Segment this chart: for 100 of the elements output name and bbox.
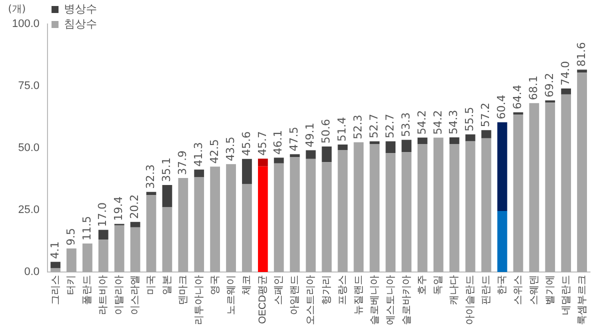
bar — [258, 158, 268, 166]
x-tick-label: 독일 — [433, 275, 444, 295]
bar — [497, 122, 508, 211]
x-tick-label: 헝가리 — [321, 275, 332, 305]
x-tick-label: 룩셈부르크 — [576, 275, 588, 325]
bar — [50, 268, 60, 272]
total-label: 54.2 — [415, 110, 428, 135]
bar — [513, 114, 524, 272]
total-label: 53.3 — [399, 112, 412, 137]
total-label: 68.1 — [527, 76, 540, 100]
bar — [386, 141, 396, 154]
total-label: 74.0 — [558, 60, 572, 86]
total-label: 46.1 — [272, 130, 285, 155]
x-tick-label: 오스트리아 — [306, 275, 317, 325]
total-label: 60.4 — [495, 94, 508, 120]
total-label: 54.3 — [447, 110, 460, 134]
bar — [130, 227, 140, 272]
x-tick-label: 슬로베니아 — [369, 275, 380, 325]
total-label: 50.6 — [320, 119, 333, 144]
bar — [322, 162, 332, 272]
bar — [561, 88, 572, 94]
bar — [290, 157, 300, 272]
bar — [545, 102, 556, 272]
total-label: 64.4 — [511, 84, 524, 110]
total-label: 81.6 — [574, 42, 588, 67]
x-tick-label: 네덜란드 — [560, 275, 572, 315]
total-label: 35.1 — [160, 157, 174, 182]
total-label: 19.4 — [112, 196, 126, 221]
total-label: 69.2 — [542, 72, 556, 98]
bar — [449, 137, 460, 144]
x-tick-label: 스위스 — [512, 275, 524, 305]
bar — [449, 144, 460, 272]
bar — [274, 158, 284, 164]
total-label: 45.7 — [256, 131, 269, 156]
total-label: 9.5 — [64, 228, 78, 246]
total-label: 52.7 — [383, 114, 396, 138]
bar — [529, 103, 540, 272]
bar — [402, 140, 412, 152]
bar — [306, 150, 316, 159]
bar — [338, 150, 348, 272]
total-label: 57.2 — [479, 102, 492, 128]
bar — [370, 141, 380, 144]
bar — [338, 144, 348, 150]
bar — [481, 138, 492, 272]
bar — [545, 100, 556, 103]
x-tick-label: 캐나다 — [449, 275, 460, 305]
bar — [577, 72, 587, 272]
x-tick-label: 슬로바키아 — [401, 275, 412, 325]
x-tick-label: OECD평균 — [258, 275, 269, 324]
total-label: 55.5 — [463, 106, 476, 132]
bar — [274, 163, 284, 272]
x-tick-label: 영국 — [210, 275, 221, 295]
bar — [418, 138, 428, 144]
x-tick-label: 라트비아 — [98, 275, 110, 315]
x-tick-label: 일본 — [162, 275, 173, 295]
bar — [354, 142, 364, 272]
bar — [465, 134, 476, 142]
total-label: 52.7 — [367, 114, 380, 138]
bar — [194, 177, 204, 272]
bar — [194, 170, 204, 178]
x-tick-label: 그리스 — [50, 275, 62, 305]
total-label: 45.6 — [240, 131, 253, 156]
bar — [306, 158, 316, 272]
y-tick-label: 0.0 — [24, 266, 40, 278]
legend-label: 병상수 — [64, 4, 98, 16]
bar — [322, 146, 332, 162]
total-label: 41.3 — [192, 142, 205, 167]
bar — [66, 248, 76, 272]
bar — [481, 130, 492, 138]
bar — [242, 184, 252, 272]
y-tick-label: 50.0 — [18, 142, 40, 154]
bar — [98, 230, 108, 240]
total-label: 47.5 — [288, 126, 301, 152]
x-tick-label: 스페인 — [274, 275, 285, 305]
total-label: 43.5 — [224, 136, 237, 162]
total-label: 20.2 — [128, 194, 142, 219]
total-label: 4.1 — [48, 241, 62, 259]
x-tick-label: 아이슬란드 — [465, 275, 476, 325]
bar — [162, 207, 172, 272]
y-tick-label: 75.0 — [18, 80, 40, 92]
total-label: 51.4 — [336, 117, 349, 142]
y-tick-label: 100.0 — [12, 18, 40, 30]
bar — [210, 166, 220, 272]
bar — [130, 222, 140, 228]
x-tick-label: 노르웨이 — [226, 275, 237, 315]
y-tick-label: 25.0 — [18, 204, 40, 216]
legend-label: 침상수 — [64, 18, 98, 31]
x-tick-label: 아일랜드 — [290, 275, 301, 315]
x-tick-label: 호주 — [417, 275, 428, 295]
total-label: 11.5 — [80, 216, 94, 240]
y-axis-title: (개) — [8, 3, 26, 16]
total-label: 54.2 — [431, 110, 444, 135]
bar — [402, 152, 412, 272]
total-label: 37.9 — [176, 150, 190, 176]
x-tick-label: 프랑스 — [337, 275, 348, 305]
x-tick-label: 에스토니아 — [385, 275, 396, 325]
x-tick-label: 핀란드 — [481, 275, 492, 305]
bar — [370, 144, 380, 272]
bar — [162, 184, 172, 208]
x-tick-label: 한국 — [496, 275, 508, 295]
